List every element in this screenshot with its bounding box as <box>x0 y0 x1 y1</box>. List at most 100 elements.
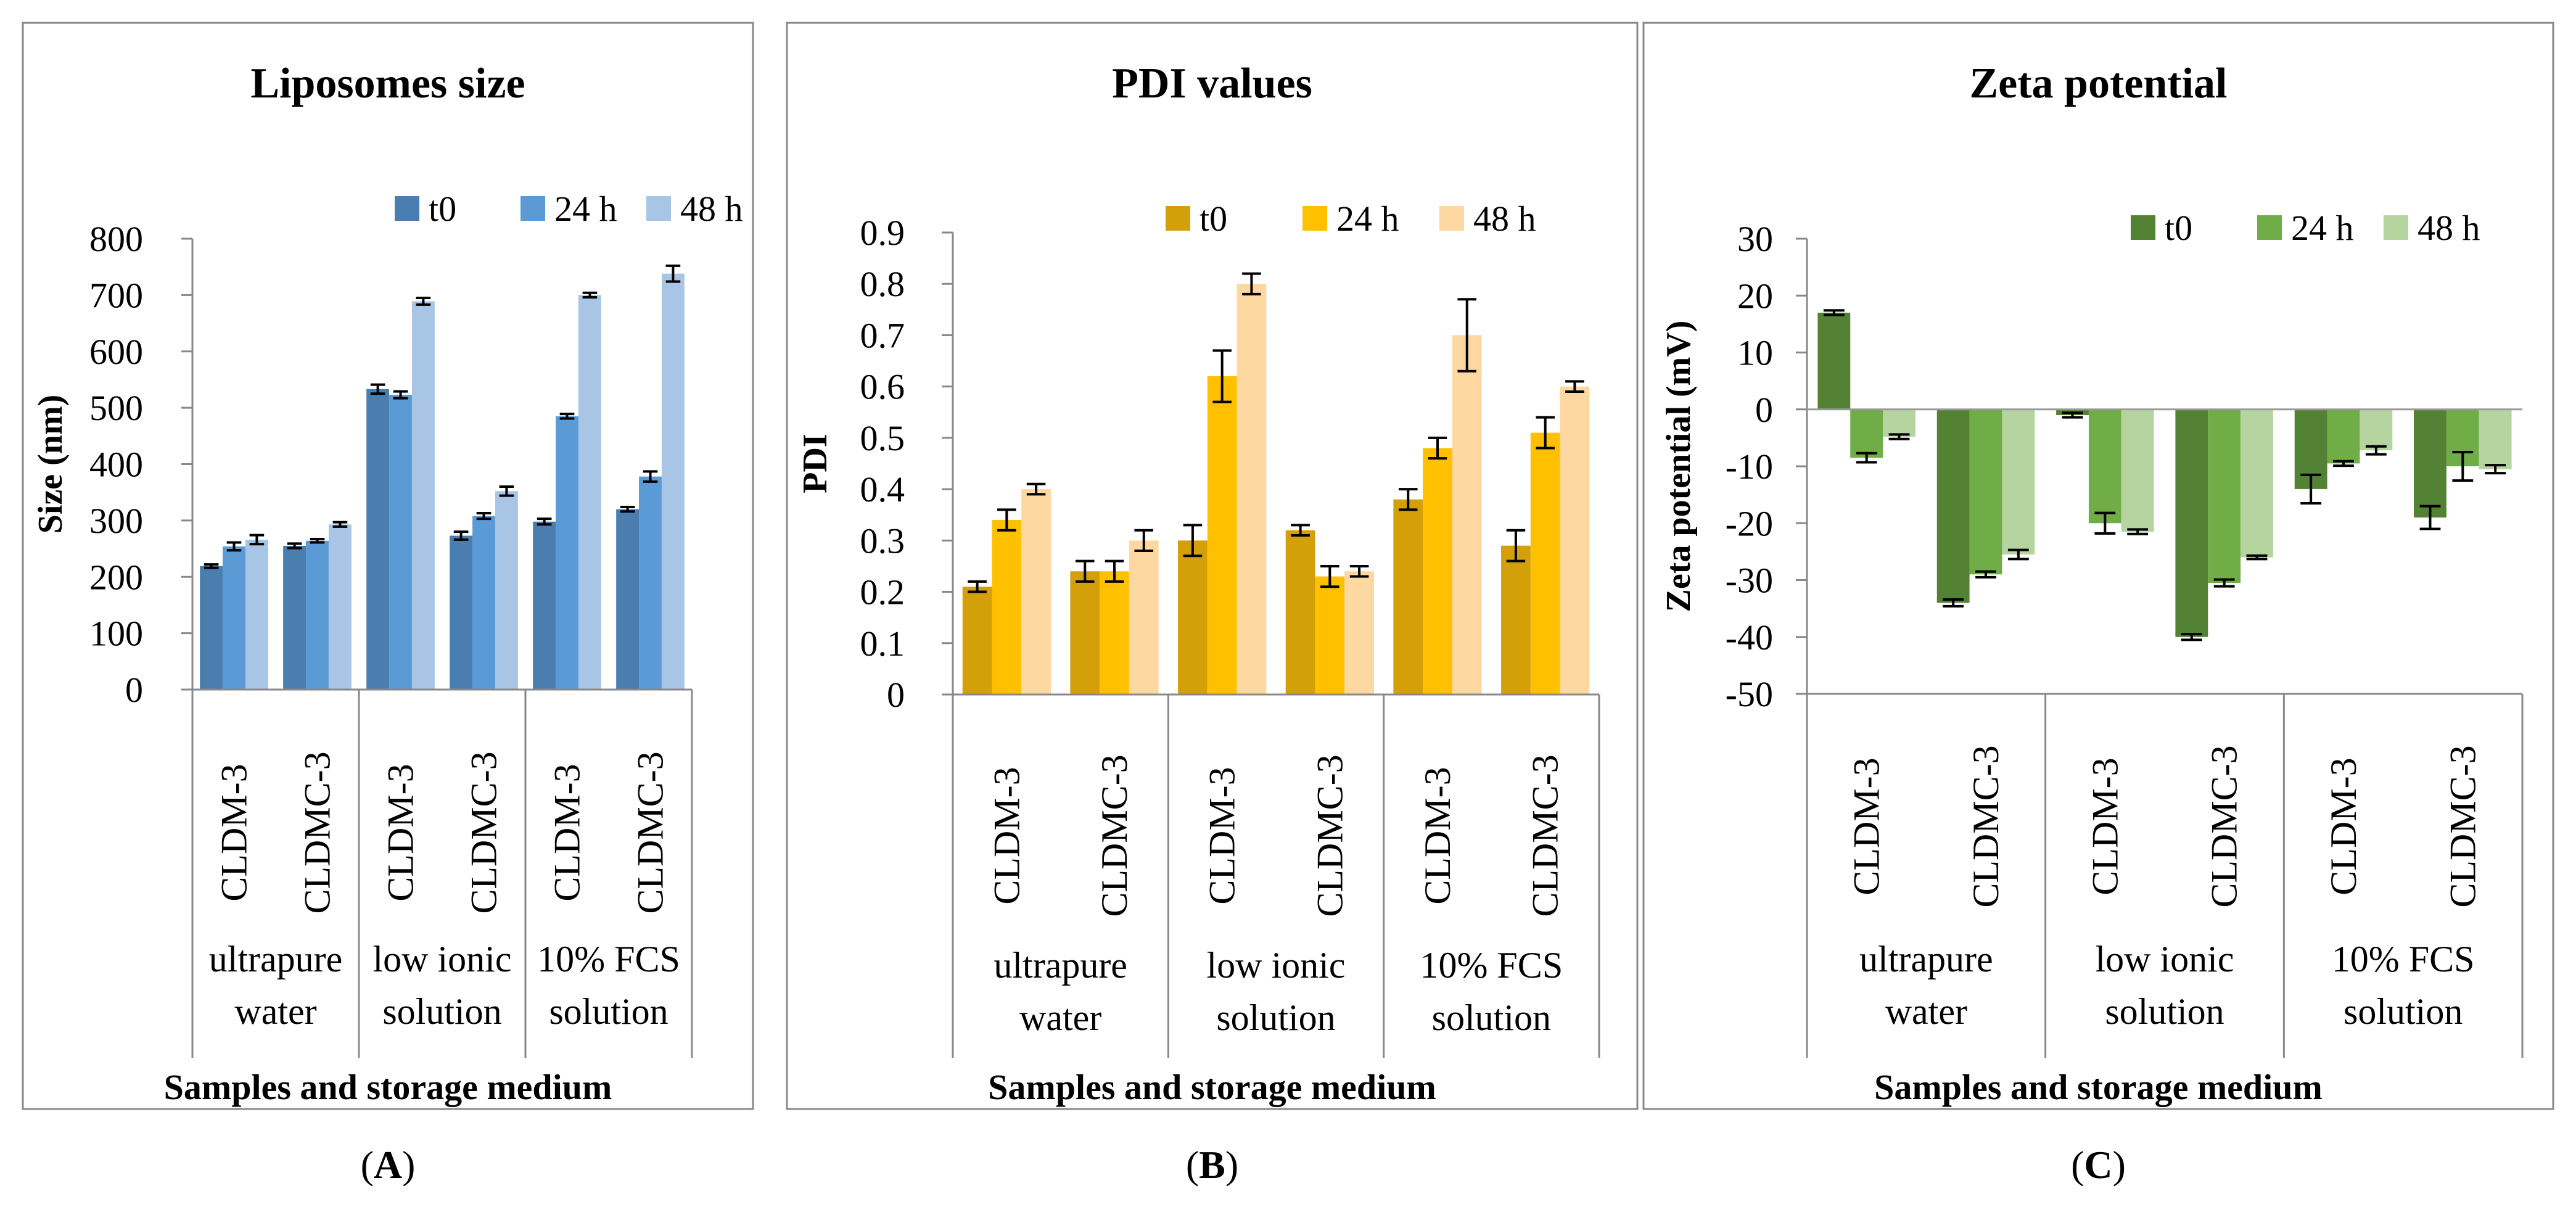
panel-frame <box>22 22 754 1110</box>
panel-label: (A) <box>361 1143 416 1187</box>
error-bar <box>2452 450 2474 482</box>
error-bar <box>1398 488 1418 511</box>
legend-swatch <box>395 196 419 221</box>
error-bar <box>2007 548 2029 561</box>
legend: t0 24 h 48 h <box>395 189 743 229</box>
error-bar <box>1457 298 1477 373</box>
bar <box>1969 409 2002 575</box>
error-bar <box>537 517 552 526</box>
x-category-label: CLDM-3 <box>1202 767 1243 904</box>
bar <box>389 395 412 690</box>
bar <box>1178 540 1208 694</box>
bar <box>1070 571 1100 694</box>
bar <box>639 476 662 690</box>
error-bar <box>1291 524 1310 537</box>
error-bar <box>249 534 265 546</box>
error-bar <box>226 541 242 552</box>
series-t0 <box>1817 309 2446 641</box>
error-bar <box>499 485 514 497</box>
bar <box>1100 571 1129 694</box>
legend-label: 48 h <box>680 189 743 229</box>
error-bar <box>1888 433 1910 440</box>
x-category-label: CLDMC-3 <box>464 751 504 913</box>
y-axis-label: PDI <box>796 434 834 493</box>
group-label-line1: 10% FCS <box>2332 939 2475 979</box>
legend-label: t0 <box>429 189 456 229</box>
error-bar <box>2127 528 2149 535</box>
legend-swatch <box>646 196 671 221</box>
bar <box>1560 386 1590 694</box>
legend-swatch <box>2384 215 2408 240</box>
bar <box>200 566 223 690</box>
bar <box>616 509 640 690</box>
legend-swatch <box>1302 206 1327 231</box>
group-label-line2: water <box>1885 991 1967 1032</box>
legend-label: 24 h <box>554 189 617 229</box>
legend: t0 24 h 48 h <box>2131 208 2480 248</box>
bar <box>962 587 992 694</box>
error-bar <box>370 383 385 395</box>
error-bar <box>2485 464 2506 475</box>
x-category-label: CLDMC-3 <box>297 751 338 913</box>
x-axis-label: Samples and storage medium <box>164 1067 612 1107</box>
series-48h <box>245 264 685 690</box>
error-bar <box>2365 445 2387 456</box>
y-tick-label: 10 <box>1737 333 1773 373</box>
x-category-label: CLDM-3 <box>381 764 421 901</box>
y-tick-label: 0.7 <box>860 315 905 355</box>
legend-swatch <box>1166 206 1190 231</box>
y-tick-label: 600 <box>89 332 143 372</box>
error-bar <box>1428 436 1447 460</box>
legend-swatch <box>521 196 545 221</box>
y-tick-label: 0.1 <box>860 624 905 664</box>
legend-label: t0 <box>2165 208 2192 248</box>
error-bar <box>2419 505 2441 530</box>
error-bar <box>453 530 469 541</box>
bar <box>1344 571 1374 694</box>
error-bar <box>1506 529 1526 563</box>
error-bar <box>1975 570 1996 579</box>
panel-letter: A <box>374 1143 402 1187</box>
group-label-line2: water <box>234 991 316 1032</box>
bar <box>1393 499 1423 694</box>
error-bar <box>559 413 575 420</box>
y-tick-label: 0 <box>125 670 143 710</box>
panel-letter: B <box>1199 1143 1225 1187</box>
series-t0 <box>962 488 1531 694</box>
legend: t0 24 h 48 h <box>1166 199 1536 239</box>
x-category-label: CLDM-3 <box>1417 767 1458 904</box>
y-axis-label: Size (nm) <box>31 395 70 534</box>
error-bar <box>1565 380 1584 393</box>
error-bar <box>1536 416 1555 450</box>
y-axis-label: Zeta potential (mV) <box>1660 321 1698 612</box>
bar <box>2479 409 2512 469</box>
error-bar <box>1856 451 1877 464</box>
bar <box>2327 409 2360 464</box>
error-bar <box>2094 511 2116 535</box>
bar <box>366 389 390 690</box>
bar <box>1237 284 1267 694</box>
x-category-label: CLDMC-3 <box>1094 754 1135 917</box>
y-tick-label: 0.6 <box>860 367 905 407</box>
error-bar <box>1183 524 1203 558</box>
bar <box>1936 409 1970 603</box>
error-bar <box>287 542 302 550</box>
series-24h <box>1850 409 2479 588</box>
bar <box>1530 432 1560 694</box>
group-label-line2: solution <box>549 991 668 1032</box>
bar <box>1285 530 1315 694</box>
y-tick-label: 0.2 <box>860 572 905 612</box>
bar <box>306 540 329 690</box>
y-tick-label: 100 <box>89 614 143 654</box>
legend-swatch <box>1439 206 1464 231</box>
panel-letter: C <box>2084 1143 2112 1187</box>
error-bar <box>1242 272 1261 295</box>
y-tick-label: 400 <box>89 445 143 485</box>
error-bar <box>1943 598 1964 608</box>
group-label-line1: low ionic <box>1207 945 1346 986</box>
x-category-label: CLDM-3 <box>986 767 1027 904</box>
group-label-line1: low ionic <box>2096 939 2234 979</box>
bar <box>1423 448 1452 694</box>
x-category-label: CLDMC-3 <box>1309 754 1350 917</box>
bar <box>1452 335 1482 694</box>
